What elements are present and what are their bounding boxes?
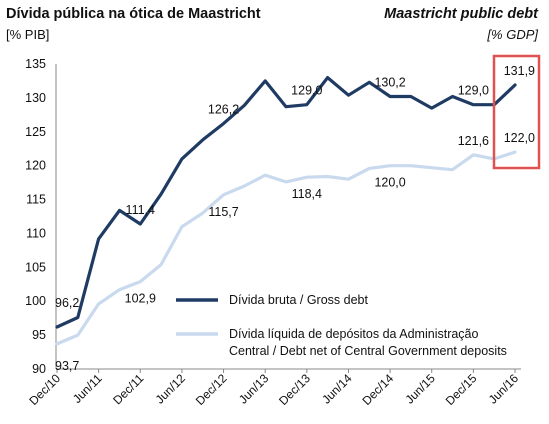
data-label: 131,9 <box>504 64 535 78</box>
x-tick-label: Jun/16 <box>486 371 522 407</box>
x-tick-label: Jun/12 <box>153 371 189 407</box>
data-label: 126,2 <box>208 103 239 117</box>
x-tick-label: Dec/10 <box>26 371 63 408</box>
y-tick-label: 95 <box>32 328 46 342</box>
chart-data-labels: 96,2 93,7 111,4 102,9 126,2 115,7 129,0 118,4 13… <box>55 64 535 373</box>
series-line-net-debt <box>55 150 517 346</box>
x-tick-label: Dec/13 <box>276 371 313 408</box>
legend-label-net-line2: Central / Debt net of Central Government… <box>229 344 507 358</box>
y-tick-label: 125 <box>25 125 46 139</box>
data-label: 122,0 <box>504 131 535 145</box>
y-tick-label: 135 <box>25 57 46 71</box>
series-line-gross-debt <box>55 75 517 329</box>
data-label: 96,2 <box>55 296 79 310</box>
y-tick-label: 100 <box>25 294 46 308</box>
data-label: 111,4 <box>126 203 155 217</box>
x-tick-label: Jun/11 <box>70 371 105 406</box>
y-tick-label: 120 <box>25 159 46 173</box>
data-label: 129,0 <box>291 84 322 98</box>
data-label: 120,0 <box>374 176 405 190</box>
y-tick-label: 115 <box>26 193 46 207</box>
data-label: 129,0 <box>458 84 489 98</box>
data-label: 115,7 <box>208 205 238 219</box>
unit-label-en: [% GDP] <box>487 27 538 42</box>
y-tick-label: 130 <box>25 91 46 105</box>
legend-label-net-line1: Dívida líquida de depósitos da Administr… <box>229 327 479 341</box>
data-label: 130,2 <box>374 76 405 90</box>
x-tick-label: Dec/11 <box>110 371 146 407</box>
chart-title-en: Maastricht public debt <box>384 6 538 22</box>
latest-values-highlight-box <box>492 54 541 170</box>
x-tick-label: Dec/14 <box>359 371 396 408</box>
data-label: 102,9 <box>125 292 156 306</box>
x-tick-label: Dec/15 <box>443 371 480 408</box>
chart-title-pt: Dívida pública na ótica de Maastricht <box>6 6 261 22</box>
y-tick-label: 110 <box>26 226 46 240</box>
chart-legend: Dívida bruta / Gross debt Dívida líquida… <box>176 293 507 358</box>
y-tick-label: 105 <box>25 260 46 274</box>
x-tick-label: Jun/15 <box>402 371 438 407</box>
data-label: 118,4 <box>292 187 322 201</box>
x-tick-label: Jun/14 <box>319 371 355 407</box>
data-label: 93,7 <box>55 359 79 373</box>
x-tick-label: Dec/12 <box>193 371 230 408</box>
y-tick-label: 90 <box>32 362 46 376</box>
chart-series <box>55 75 517 346</box>
data-label: 121,6 <box>458 134 489 148</box>
unit-label-pt: [% PIB] <box>6 27 50 42</box>
x-tick-label: Jun/13 <box>236 371 272 407</box>
legend-label-gross: Dívida bruta / Gross debt <box>229 293 368 307</box>
